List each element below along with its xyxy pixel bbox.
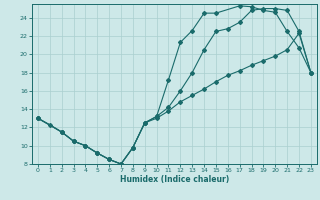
X-axis label: Humidex (Indice chaleur): Humidex (Indice chaleur) (120, 175, 229, 184)
